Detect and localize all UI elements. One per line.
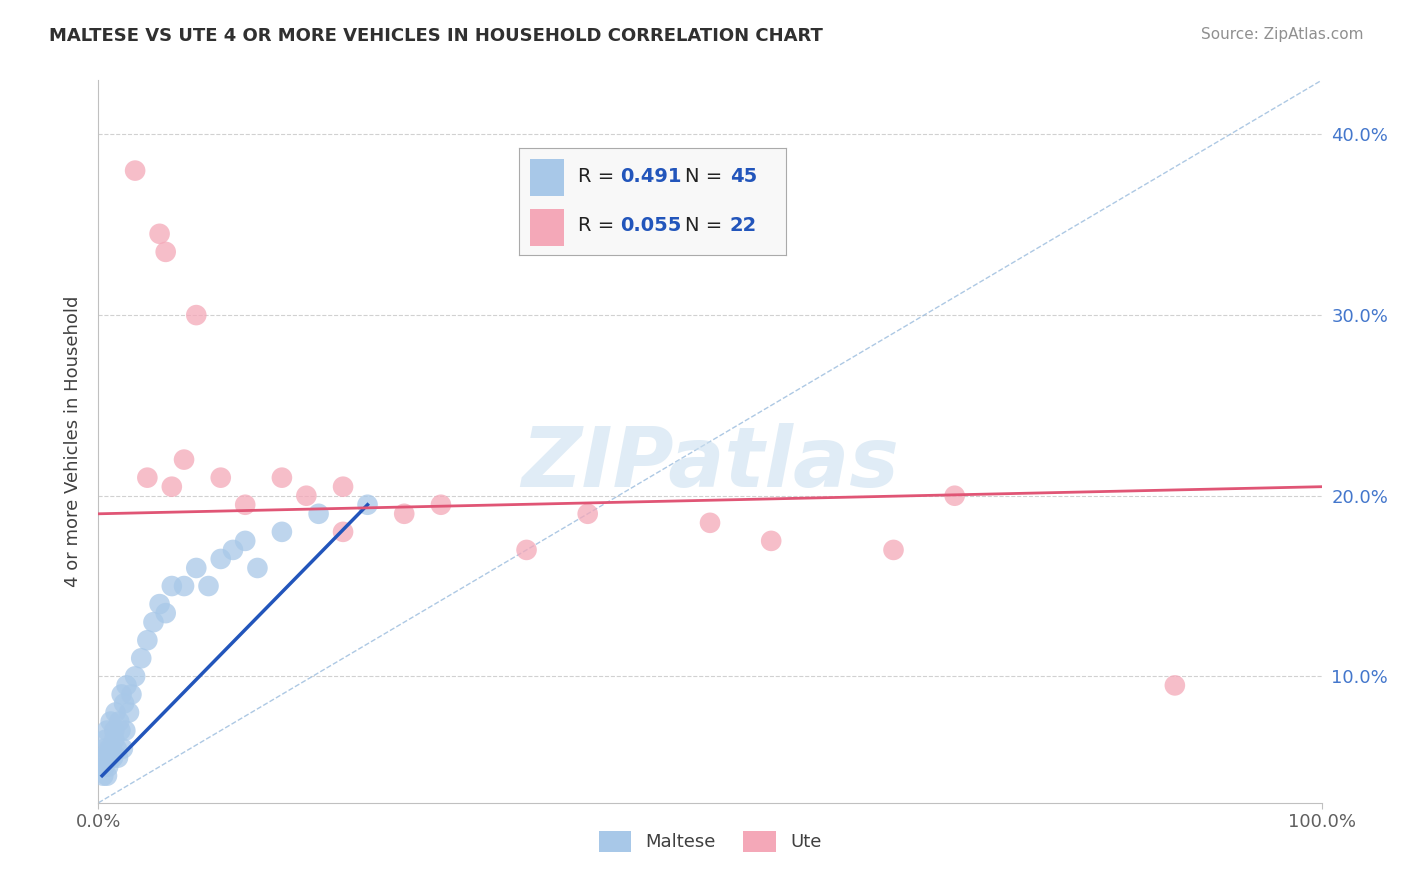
Point: [186, 561, 208, 575]
Point: [332, 524, 354, 539]
Point: [96, 723, 118, 738]
Y-axis label: 4 or more Vehicles in Household: 4 or more Vehicles in Household: [65, 296, 83, 587]
Point: [107, 750, 129, 764]
Text: 22: 22: [730, 217, 758, 235]
Point: [103, 723, 125, 738]
Point: [160, 480, 183, 494]
Point: [155, 244, 177, 259]
Point: [209, 471, 232, 485]
Point: [114, 723, 136, 738]
Text: R =: R =: [578, 217, 620, 235]
Legend: Maltese, Ute: Maltese, Ute: [592, 823, 828, 859]
Point: [100, 750, 122, 764]
Point: [101, 741, 124, 756]
Point: [93, 760, 115, 774]
Point: [270, 524, 294, 539]
Point: [246, 561, 269, 575]
Point: [332, 480, 354, 494]
Point: [209, 552, 232, 566]
Text: 0.055: 0.055: [620, 217, 682, 235]
Point: [1164, 678, 1187, 692]
Text: ZIPatlas: ZIPatlas: [522, 423, 898, 504]
Point: [699, 516, 721, 530]
Point: [108, 714, 131, 729]
FancyBboxPatch shape: [530, 159, 564, 196]
Point: [124, 163, 146, 178]
Point: [392, 507, 416, 521]
Point: [124, 669, 146, 683]
Point: [103, 732, 125, 747]
Point: [149, 597, 172, 611]
Text: Source: ZipAtlas.com: Source: ZipAtlas.com: [1201, 27, 1364, 42]
Point: [270, 471, 294, 485]
Point: [943, 489, 966, 503]
Point: [136, 633, 159, 648]
Point: [97, 760, 120, 774]
Point: [110, 723, 132, 738]
FancyBboxPatch shape: [530, 209, 564, 246]
Point: [186, 308, 208, 322]
Point: [93, 741, 115, 756]
Point: [308, 507, 330, 521]
Point: [91, 769, 114, 783]
Point: [233, 498, 256, 512]
Point: [101, 750, 124, 764]
Text: R =: R =: [578, 168, 620, 186]
Point: [222, 542, 245, 557]
Point: [98, 741, 121, 756]
Point: [120, 687, 142, 701]
Text: MALTESE VS UTE 4 OR MORE VEHICLES IN HOUSEHOLD CORRELATION CHART: MALTESE VS UTE 4 OR MORE VEHICLES IN HOU…: [49, 27, 823, 45]
Point: [173, 579, 195, 593]
Point: [112, 697, 135, 711]
Point: [295, 489, 318, 503]
Point: [155, 606, 177, 620]
Point: [111, 687, 134, 701]
Point: [105, 741, 128, 756]
Point: [516, 542, 538, 557]
Point: [115, 678, 138, 692]
Point: [197, 579, 219, 593]
Point: [100, 714, 122, 729]
Point: [761, 533, 783, 548]
Point: [104, 706, 127, 720]
Text: 45: 45: [730, 168, 758, 186]
Text: 0.491: 0.491: [620, 168, 682, 186]
Point: [94, 750, 117, 764]
Point: [91, 750, 114, 764]
Point: [149, 227, 172, 241]
Point: [94, 732, 117, 747]
Point: [118, 706, 141, 720]
Point: [129, 651, 152, 665]
Point: [136, 471, 159, 485]
Point: [96, 769, 118, 783]
Point: [142, 615, 165, 630]
Text: N =: N =: [685, 217, 728, 235]
Point: [160, 579, 183, 593]
Text: N =: N =: [685, 168, 728, 186]
Point: [430, 498, 453, 512]
Point: [883, 542, 905, 557]
Point: [356, 498, 378, 512]
Point: [111, 741, 134, 756]
Point: [173, 452, 195, 467]
Point: [233, 533, 256, 548]
Point: [576, 507, 599, 521]
